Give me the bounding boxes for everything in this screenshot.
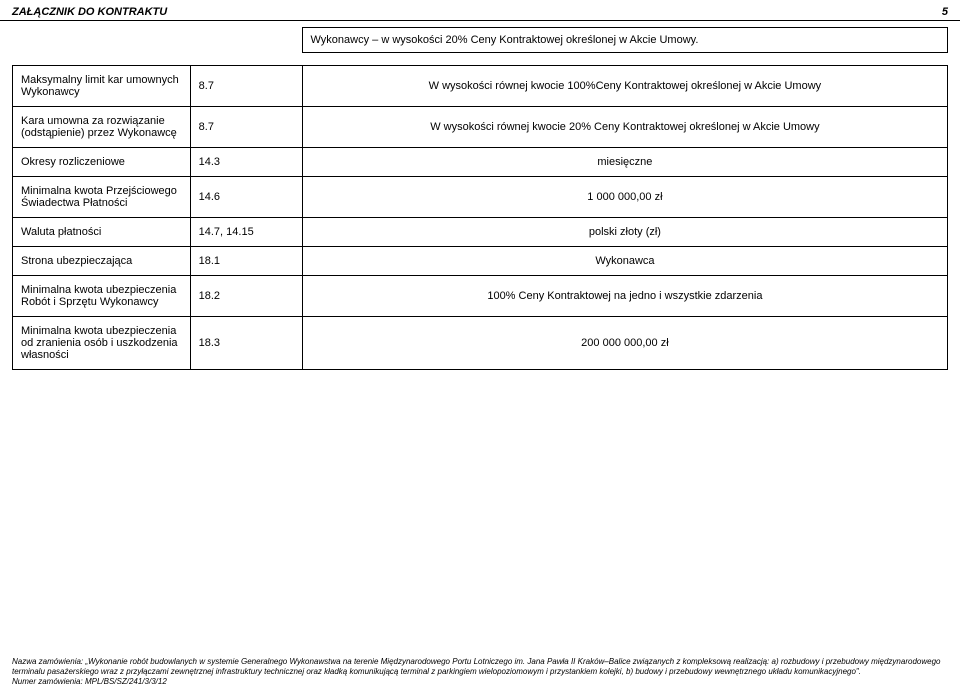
table-row: Kara umowna za rozwiązanie (odstąpienie)… (13, 107, 948, 148)
row-clause: 14.3 (190, 148, 302, 177)
table-row: Waluta płatności14.7, 14.15polski złoty … (13, 218, 948, 247)
row-value: W wysokości równej kwocie 20% Ceny Kontr… (302, 107, 947, 148)
row-label: Minimalna kwota Przejściowego Świadectwa… (13, 177, 191, 218)
intro-spacer-left (12, 28, 246, 53)
row-value: W wysokości równej kwocie 100%Ceny Kontr… (302, 66, 947, 107)
table-row: Maksymalny limit kar umownych Wykonawcy8… (13, 66, 948, 107)
table-row: Minimalna kwota Przejściowego Świadectwa… (13, 177, 948, 218)
row-value: Wykonawca (302, 247, 947, 276)
row-label: Minimalna kwota ubezpieczenia Robót i Sp… (13, 276, 191, 317)
table-row: Minimalna kwota ubezpieczenia od zranien… (13, 317, 948, 370)
page-header: ZAŁĄCZNIK DO KONTRAKTU 5 (0, 0, 960, 21)
table-row: Okresy rozliczeniowe14.3miesięczne (13, 148, 948, 177)
main-table: Maksymalny limit kar umownych Wykonawcy8… (12, 65, 948, 370)
header-left: ZAŁĄCZNIK DO KONTRAKTU (12, 6, 167, 18)
row-clause: 18.1 (190, 247, 302, 276)
intro-table: Wykonawcy – w wysokości 20% Ceny Kontrak… (12, 27, 948, 53)
row-clause: 18.3 (190, 317, 302, 370)
footer-label-1: Nazwa zamówienia: (12, 657, 83, 666)
row-label: Okresy rozliczeniowe (13, 148, 191, 177)
row-label: Minimalna kwota ubezpieczenia od zranien… (13, 317, 191, 370)
table-row: Minimalna kwota ubezpieczenia Robót i Sp… (13, 276, 948, 317)
row-value: 100% Ceny Kontraktowej na jedno i wszyst… (302, 276, 947, 317)
row-value: 1 000 000,00 zł (302, 177, 947, 218)
intro-row: Wykonawcy – w wysokości 20% Ceny Kontrak… (12, 27, 948, 53)
row-clause: 8.7 (190, 107, 302, 148)
footer-label-2: Numer zamówienia: (12, 677, 83, 686)
table-row: Strona ubezpieczająca18.1Wykonawca (13, 247, 948, 276)
footer-text-2: MPL/BS/SZ/241/3/3/12 (85, 677, 167, 686)
footer-text-1: „Wykonanie robót budowlanych w systemie … (12, 657, 940, 676)
row-value: 200 000 000,00 zł (302, 317, 947, 370)
footer: Nazwa zamówienia: „Wykonanie robót budow… (12, 657, 948, 687)
row-label: Maksymalny limit kar umownych Wykonawcy (13, 66, 191, 107)
row-clause: 18.2 (190, 276, 302, 317)
intro-spacer-mid (246, 28, 302, 53)
row-label: Waluta płatności (13, 218, 191, 247)
row-clause: 8.7 (190, 66, 302, 107)
row-value: polski złoty (zł) (302, 218, 947, 247)
intro-text: Wykonawcy – w wysokości 20% Ceny Kontrak… (302, 28, 948, 53)
row-label: Strona ubezpieczająca (13, 247, 191, 276)
row-value: miesięczne (302, 148, 947, 177)
row-label: Kara umowna za rozwiązanie (odstąpienie)… (13, 107, 191, 148)
main-table-body: Maksymalny limit kar umownych Wykonawcy8… (13, 66, 948, 370)
row-clause: 14.6 (190, 177, 302, 218)
header-page-number: 5 (942, 6, 948, 18)
row-clause: 14.7, 14.15 (190, 218, 302, 247)
